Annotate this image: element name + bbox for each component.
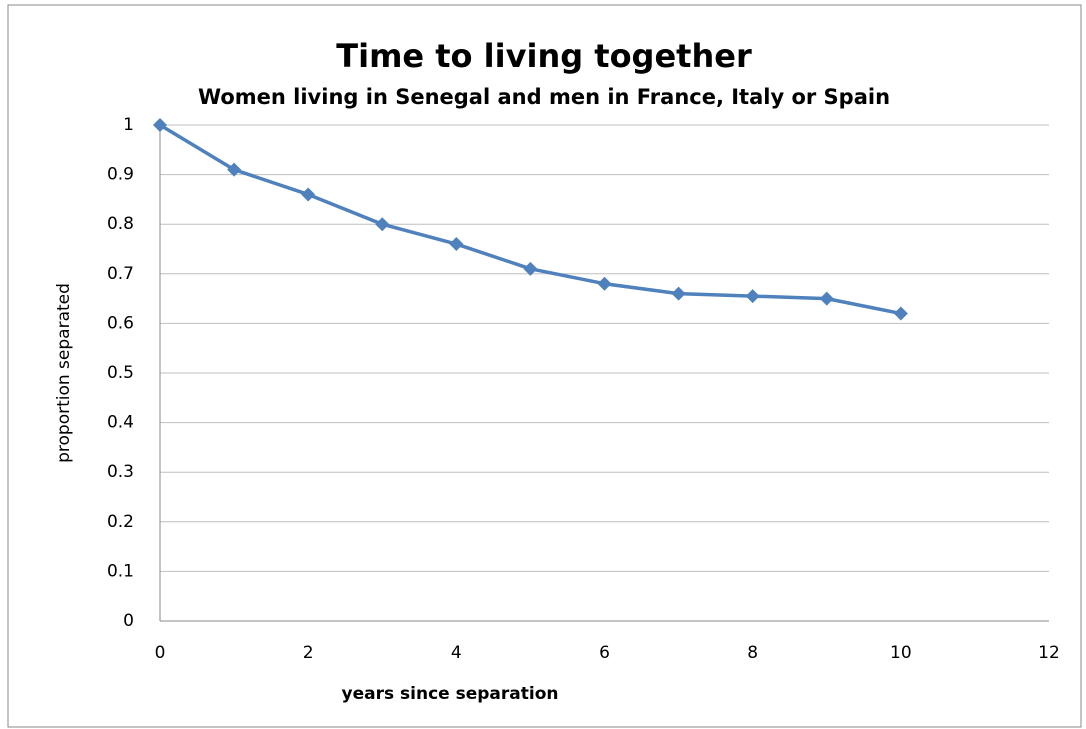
y-tick-label: 0: [123, 611, 134, 631]
y-axis-label: proportion separated: [54, 283, 74, 463]
y-tick-label: 0.7: [107, 264, 134, 284]
x-tick-label: 0: [155, 643, 166, 663]
chart-title: Time to living together: [336, 37, 752, 75]
data-point: [227, 162, 242, 177]
data-point: [819, 291, 834, 306]
data-point: [449, 237, 464, 252]
data-point: [153, 118, 167, 132]
x-tick-label: 6: [599, 643, 610, 663]
y-tick-label: 0.5: [107, 363, 134, 383]
x-tick-label: 12: [1038, 643, 1060, 663]
data-point: [671, 286, 686, 301]
data-point: [301, 187, 316, 202]
x-tick-label: 8: [747, 643, 758, 663]
y-tick-label: 0.2: [107, 512, 134, 532]
x-tick-label: 10: [890, 643, 912, 663]
x-axis-label: years since separation: [342, 684, 559, 704]
data-point: [893, 306, 908, 321]
y-tick-label: 0.8: [107, 214, 134, 234]
x-tick-label: 2: [303, 643, 314, 663]
y-tick-label: 0.3: [107, 462, 134, 482]
data-point: [375, 217, 390, 232]
x-tick-label: 4: [451, 643, 462, 663]
y-tick-label: 1: [123, 115, 134, 135]
y-tick-label: 0.1: [107, 561, 134, 581]
data-point: [597, 276, 612, 291]
data-point: [745, 289, 760, 304]
chart-subtitle: Women living in Senegal and men in Franc…: [198, 85, 890, 109]
y-tick-label: 0.4: [107, 413, 134, 433]
data-point: [523, 261, 538, 276]
y-tick-label: 0.9: [107, 165, 134, 185]
y-tick-label: 0.6: [107, 313, 134, 333]
chart-frame: [7, 4, 1082, 728]
